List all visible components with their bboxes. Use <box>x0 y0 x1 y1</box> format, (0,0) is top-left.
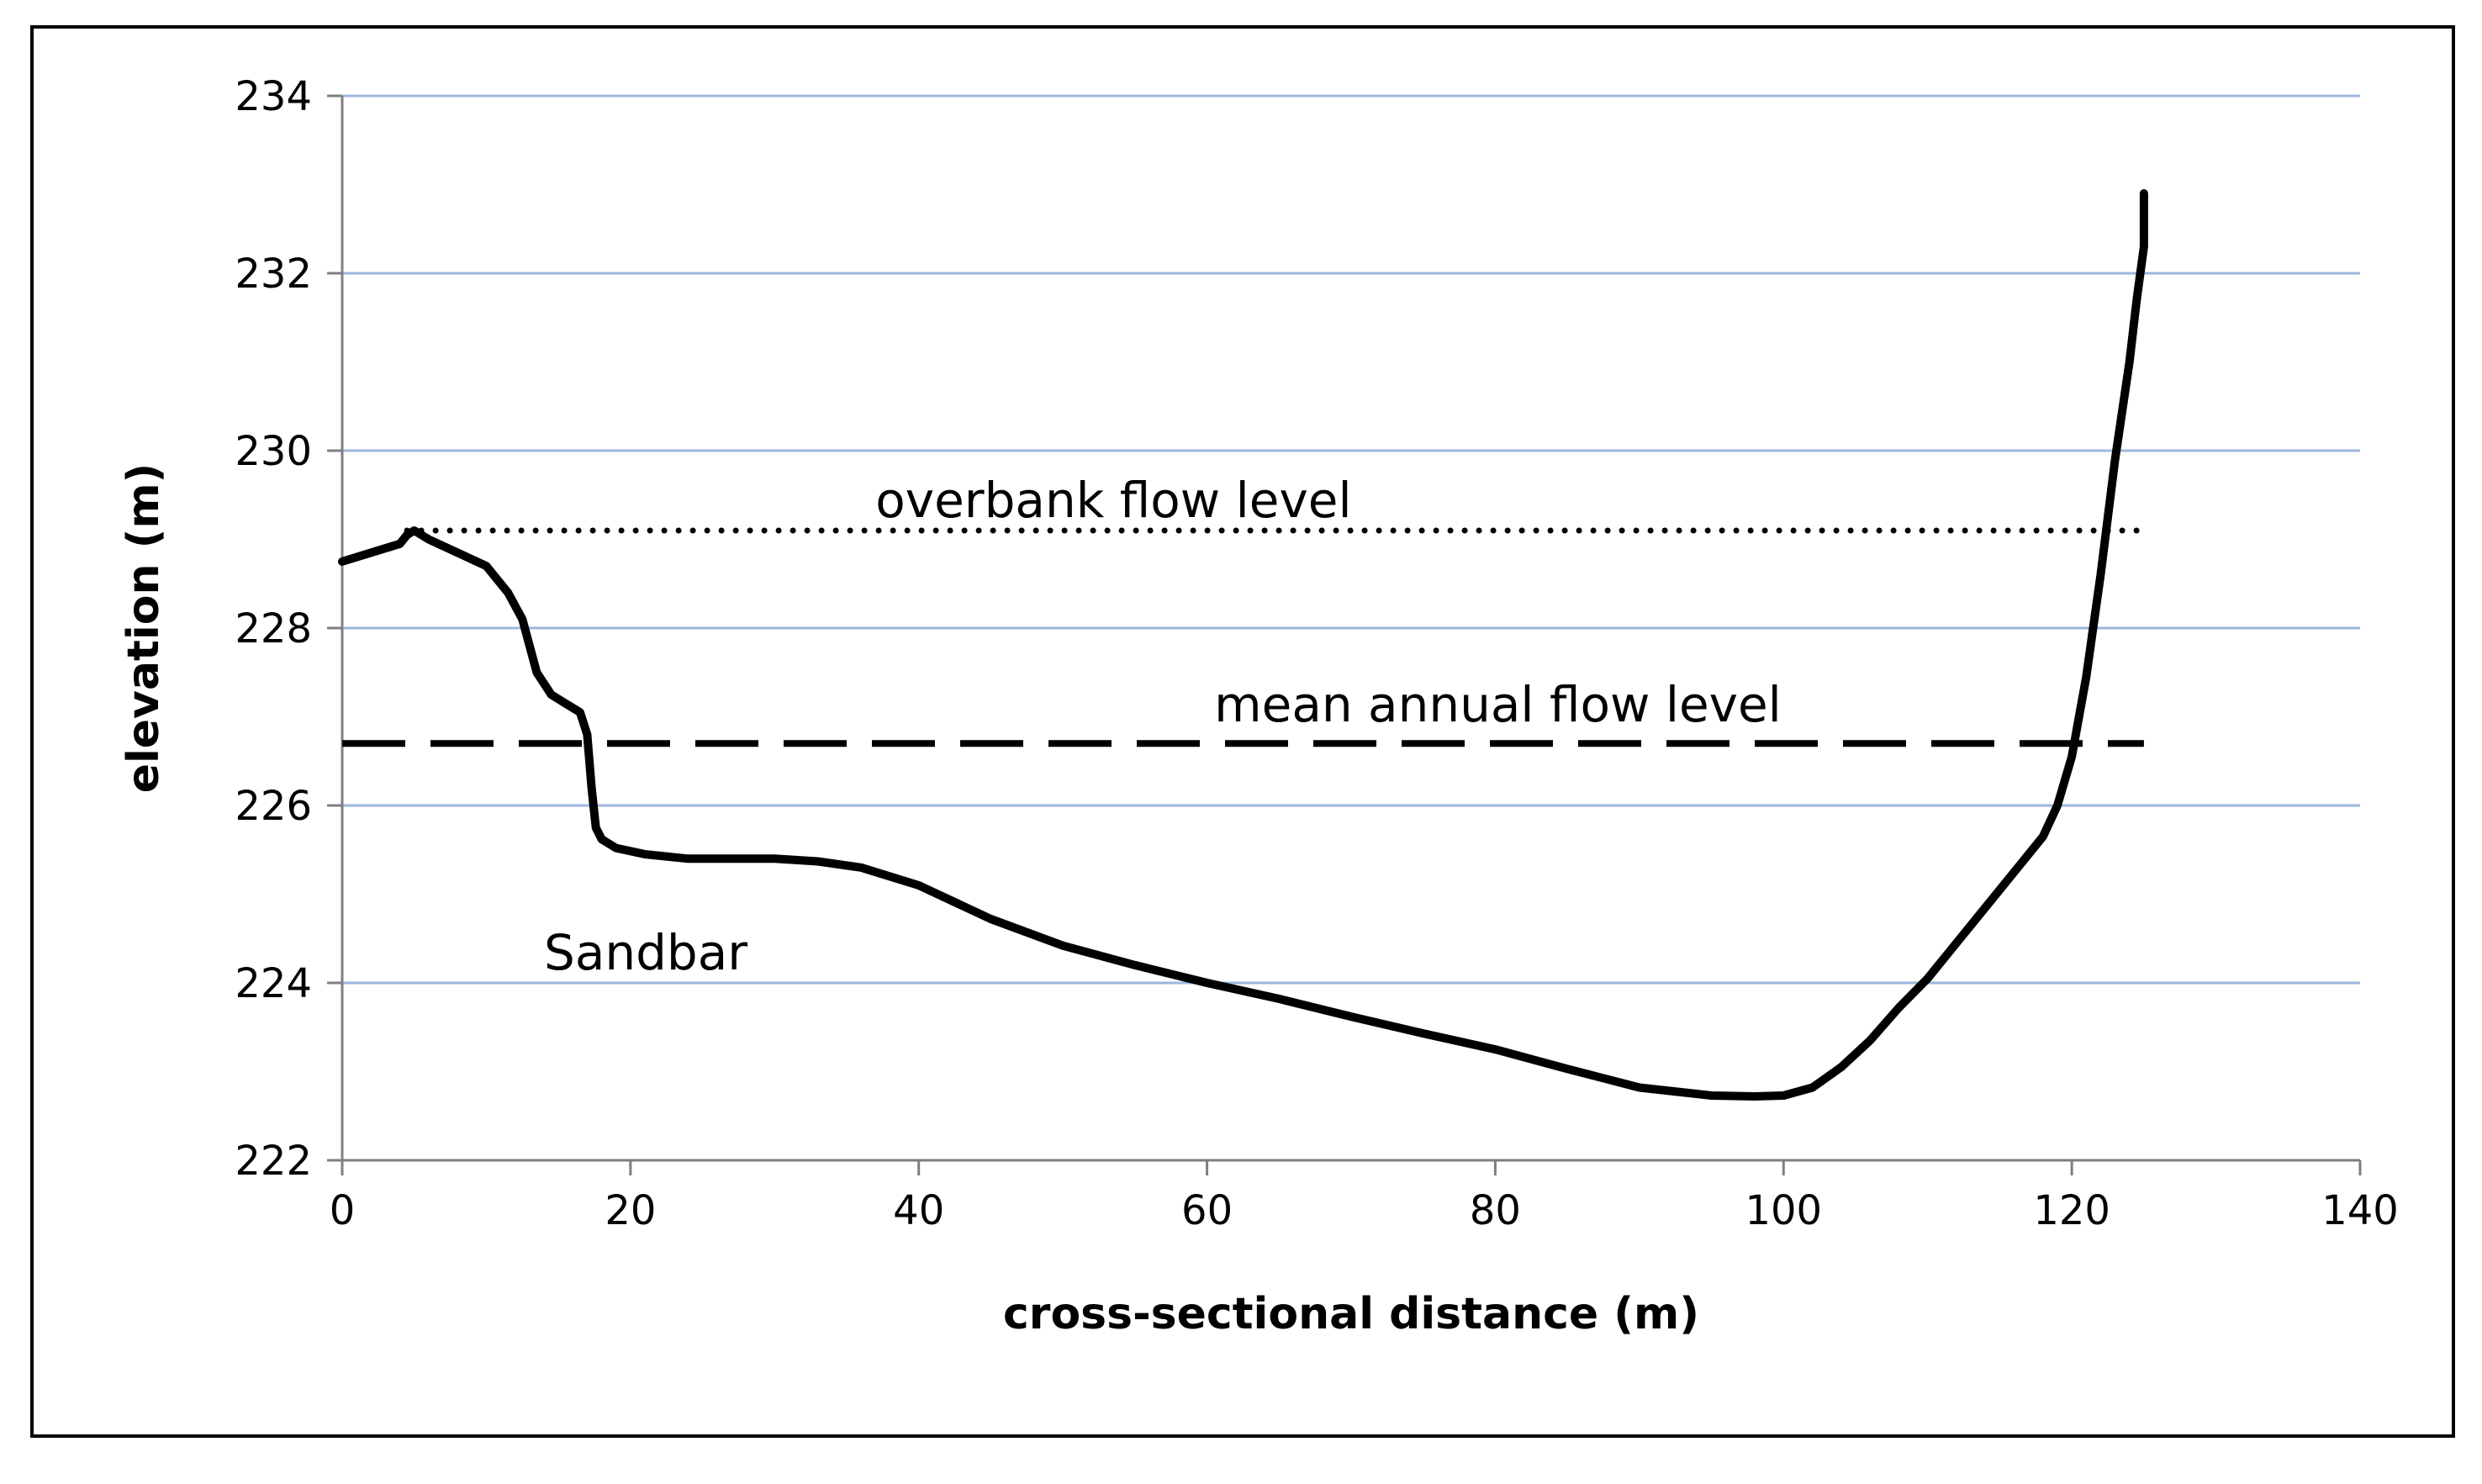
cross-section-chart: 0 20 40 60 80 100 120 140 222 224 226 228 230 232 234… <box>119 73 2399 1339</box>
y-tick-label: 228 <box>235 605 312 652</box>
series-line-channel-cross-section <box>338 189 2148 1101</box>
x-tick-label: 60 <box>1181 1187 1233 1234</box>
annotations: overbank flow level mean annual flow leve… <box>544 472 1782 981</box>
annotation-mean-annual-flow-level: mean annual flow level <box>1214 676 1782 733</box>
figure-frame: 0 20 40 60 80 100 120 140 222 224 226 228 230 232 234… <box>30 25 2455 1438</box>
x-axis-ticks: 0 20 40 60 80 100 120 140 <box>330 1160 2399 1234</box>
x-tick-label: 100 <box>1745 1187 1822 1234</box>
x-tick-label: 0 <box>330 1187 356 1234</box>
y-tick-label: 224 <box>235 960 312 1007</box>
gridlines <box>342 94 2360 985</box>
y-axis-title: elevation (m) <box>119 463 169 794</box>
annotation-overbank-flow-level: overbank flow level <box>875 472 1351 529</box>
x-tick-label: 40 <box>893 1187 944 1234</box>
x-axis-title: cross-sectional distance (m) <box>1003 1289 1699 1339</box>
x-tick-label: 20 <box>605 1187 656 1234</box>
y-tick-label: 226 <box>235 783 312 830</box>
y-tick-label: 232 <box>235 251 312 298</box>
y-tick-label: 234 <box>235 73 312 120</box>
y-tick-label: 222 <box>235 1138 312 1185</box>
x-tick-label: 140 <box>2321 1187 2399 1234</box>
y-tick-label: 230 <box>235 428 312 475</box>
annotation-sandbar: Sandbar <box>544 924 747 981</box>
x-tick-label: 120 <box>2033 1187 2110 1234</box>
y-axis-ticks: 222 224 226 228 230 232 234 <box>235 73 342 1185</box>
series <box>338 189 2148 1101</box>
x-tick-label: 80 <box>1470 1187 1521 1234</box>
